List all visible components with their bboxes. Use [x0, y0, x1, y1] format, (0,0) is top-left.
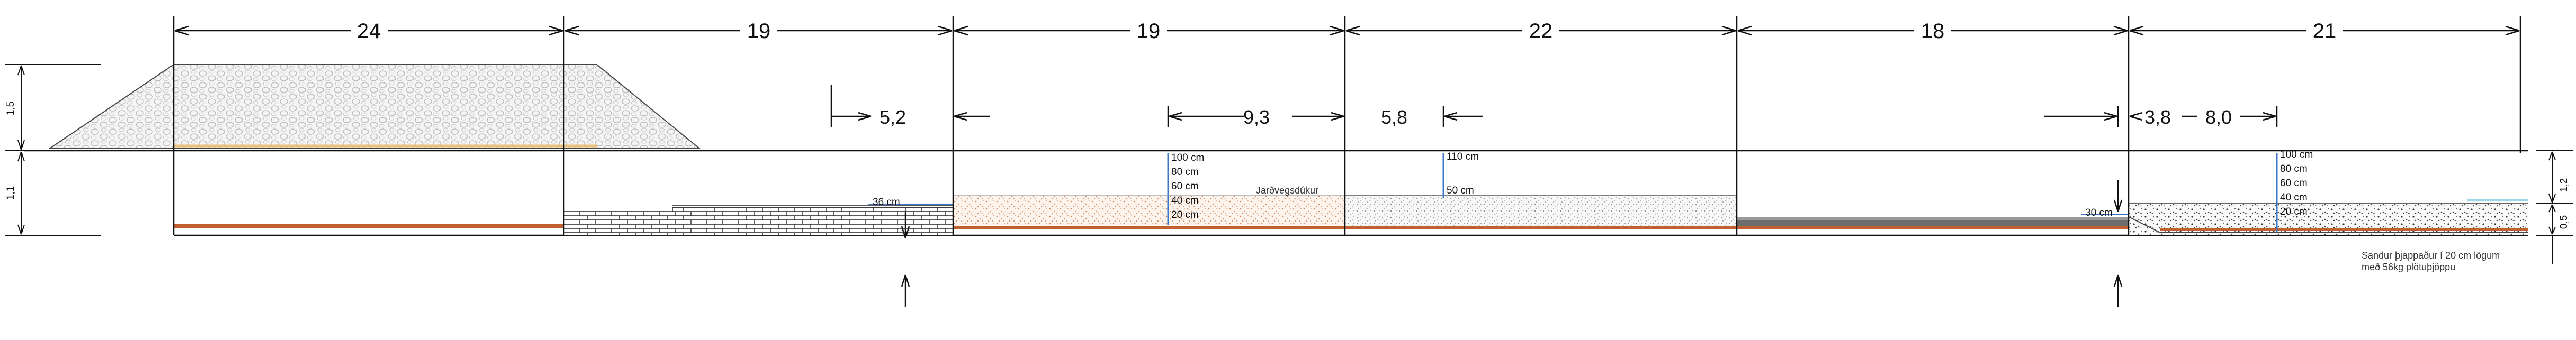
- mid-dim-2: 9,3: [1243, 106, 1270, 128]
- section-6: 100 cm 80 cm 60 cm 40 cm 20 cm Sandur þj…: [2128, 149, 2528, 272]
- top-dim-4: 22: [1529, 20, 1553, 43]
- section-5-depth: 30 cm: [2085, 207, 2113, 218]
- top-dim-1: 24: [357, 20, 381, 43]
- paving-stone-layer: [563, 207, 954, 236]
- section-4-level-50: 50 cm: [1447, 185, 1474, 196]
- section-4-fine-gravel-layer: [1345, 196, 1737, 228]
- section-3-level-80: 80 cm: [1171, 167, 1199, 178]
- section-6-level-20: 20 cm: [2280, 206, 2308, 217]
- gravel-embankment: [48, 64, 701, 149]
- sand-note-line-2: með 56kg plötuþjöppu: [2362, 262, 2455, 272]
- section-4-level-110: 110 cm: [1447, 151, 1479, 162]
- mid-dimension-row: [830, 85, 2278, 127]
- section-6-level-100: 100 cm: [2280, 149, 2313, 160]
- mid-dim-1: 5,2: [879, 106, 906, 128]
- top-dim-2: 19: [747, 20, 771, 43]
- right-vdim-upper: 1,2: [2559, 178, 2570, 192]
- section-3-level-20: 20 cm: [1171, 209, 1199, 220]
- right-vdim-lower: 0,5: [2559, 215, 2570, 229]
- mid-dim-5: 8,0: [2205, 106, 2232, 128]
- section-2: 36 cm: [563, 197, 954, 236]
- left-vertical-dimensions: [5, 64, 101, 236]
- section-6-level-40: 40 cm: [2280, 192, 2308, 203]
- section-3-orange-layer: [953, 226, 1345, 229]
- section-6-orange-layer: [2160, 228, 2528, 231]
- left-vdim-lower: 1,1: [5, 186, 16, 200]
- section-3-sand-layer: [953, 196, 1345, 228]
- section-1: [174, 224, 564, 228]
- section-1-orange-layer: [174, 224, 564, 228]
- right-vertical-dimensions: [2536, 150, 2573, 264]
- mid-dim-3: 5,8: [1381, 106, 1407, 128]
- embankment-section: [48, 64, 701, 149]
- top-dim-5: 18: [1921, 20, 1945, 43]
- section-5-top-band: [1737, 217, 2129, 220]
- section-5-orange-layer: [1737, 226, 2129, 229]
- section-3-level-40: 40 cm: [1171, 195, 1199, 206]
- section-2-depth: 36 cm: [873, 197, 900, 208]
- mid-dim-4: 3,8: [2144, 106, 2171, 128]
- top-dim-6: 21: [2313, 20, 2337, 43]
- section-markers: [901, 180, 2123, 307]
- section-4-orange-layer: [1345, 226, 1737, 229]
- mid-dimension-labels: 5,2 9,3 5,8 3,8 8,0: [879, 106, 2232, 128]
- left-vdim-upper: 1,5: [5, 102, 16, 115]
- sand-note-line-1: Sandur þjappaður í 20 cm lögum: [2362, 250, 2500, 261]
- section-5: 30 cm: [1737, 207, 2129, 229]
- top-dimension-row: [174, 25, 2520, 36]
- section-6-slope-line: [2128, 216, 2528, 233]
- section-3-level-60: 60 cm: [1171, 181, 1199, 192]
- section-6-level-60: 60 cm: [2280, 178, 2308, 189]
- section-3: Jarðvegsdúkur 100 cm 80 cm 60 cm 40 cm 2…: [953, 152, 1345, 229]
- section-dividers: [173, 16, 2521, 235]
- geotextile-label: Jarðvegsdúkur: [1256, 185, 1318, 196]
- top-dim-3: 19: [1137, 20, 1161, 43]
- top-dimension-labels: 24 19 19 22 18 21: [351, 16, 2343, 43]
- section-3-level-100: 100 cm: [1171, 152, 1204, 163]
- section-4: 110 cm 50 cm: [1345, 151, 1737, 229]
- section-6-coarse-layer: [2129, 204, 2528, 235]
- section-6-level-80: 80 cm: [2280, 163, 2308, 174]
